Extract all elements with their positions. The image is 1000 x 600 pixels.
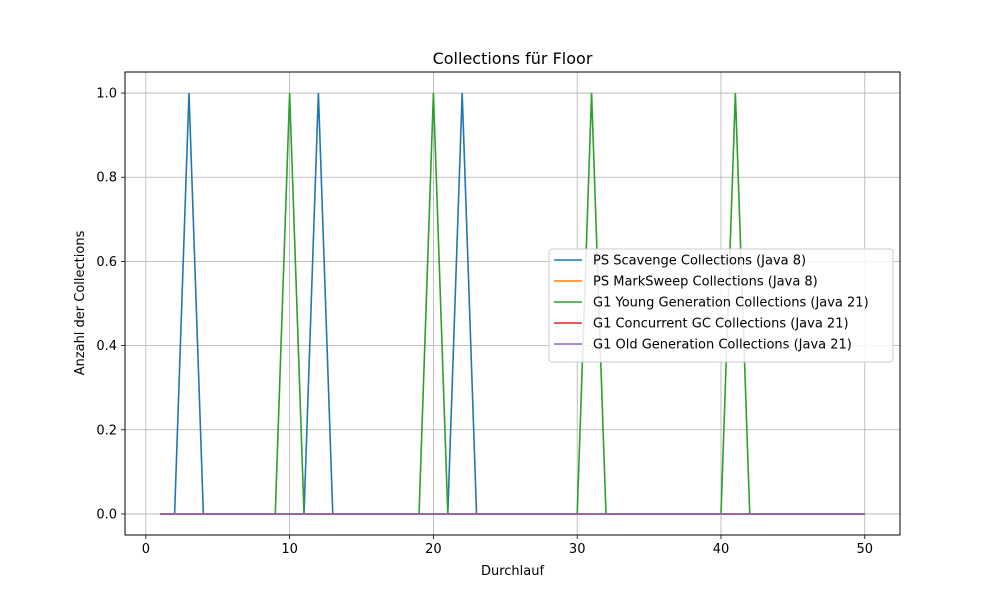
y-tick-label: 0.8: [96, 171, 117, 186]
x-tick-label: 40: [713, 542, 730, 557]
legend: PS Scavenge Collections (Java 8) PS MarkS…: [548, 248, 894, 363]
x-tick-label: 50: [856, 542, 873, 557]
legend-entry-label: PS MarkSweep Collections (Java 8): [593, 275, 818, 290]
chart-title: Collections für Floor: [433, 49, 593, 68]
y-axis-label: Anzahl der Collections: [73, 230, 88, 375]
series-lines: [160, 93, 865, 515]
x-axis-ticks: 0 10 20 30 40 50: [142, 535, 873, 557]
legend-box: [548, 248, 894, 363]
legend-entry-label: G1 Old Generation Collections (Java 21): [593, 338, 852, 353]
legend-entry-label: G1 Concurrent GC Collections (Java 21): [593, 317, 849, 332]
y-tick-label: 0.6: [96, 255, 117, 270]
y-tick-label: 1.0: [96, 87, 117, 102]
y-tick-label: 0.0: [96, 507, 117, 522]
y-tick-label: 0.4: [96, 339, 117, 354]
legend-entry-label: G1 Young Generation Collections (Java 21…: [593, 296, 869, 311]
y-tick-label: 0.2: [96, 423, 117, 438]
plot-frame: [124, 71, 901, 536]
x-tick-label: 10: [281, 542, 298, 557]
legend-entry-label: PS Scavenge Collections (Java 8): [593, 254, 806, 269]
y-axis-ticks: 0.0 0.2 0.4 0.6 0.8 1.0: [96, 87, 125, 522]
x-tick-label: 30: [569, 542, 586, 557]
x-axis-label: Durchlauf: [481, 564, 545, 579]
x-tick-label: 0: [142, 542, 150, 557]
x-tick-label: 20: [425, 542, 442, 557]
